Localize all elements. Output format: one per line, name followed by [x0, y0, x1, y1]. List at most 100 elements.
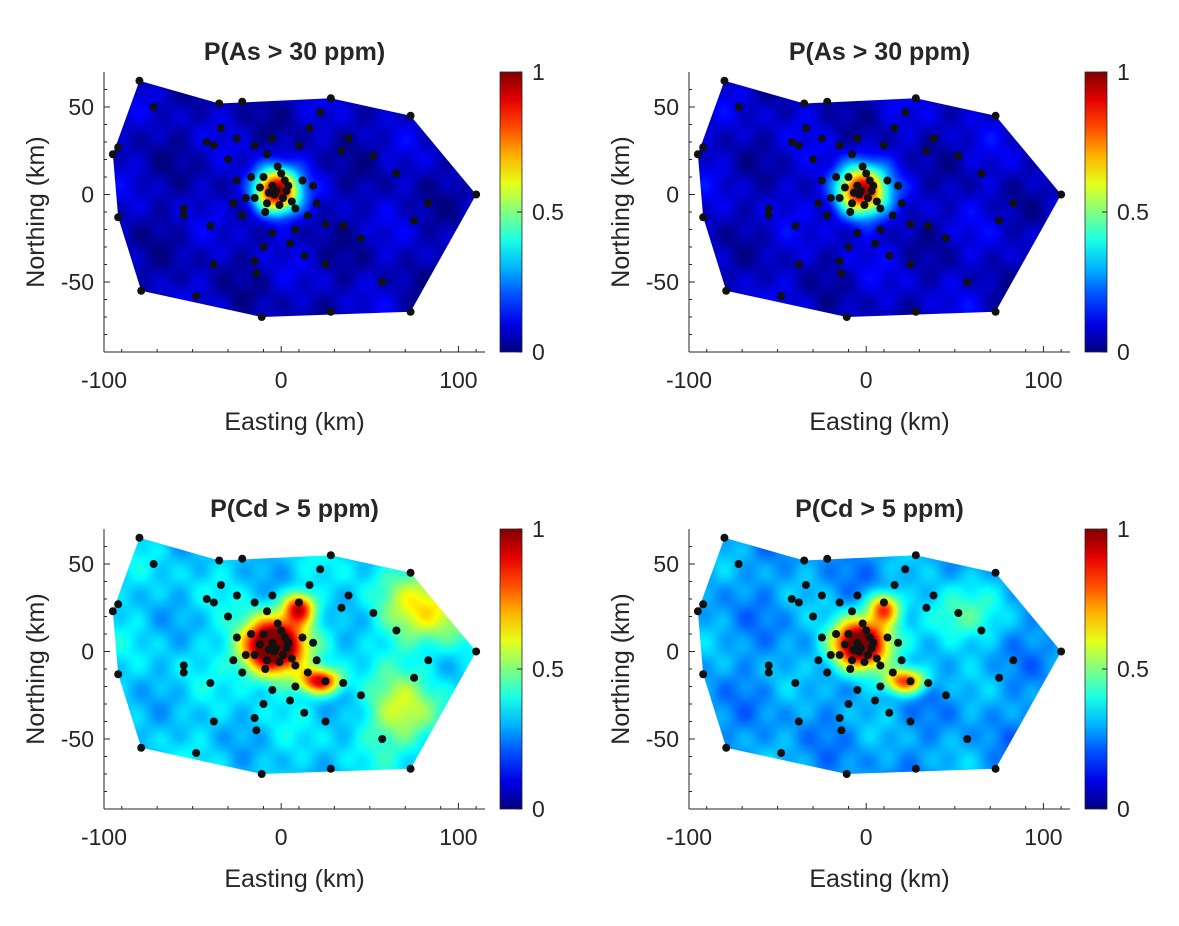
- sample-point: [268, 229, 277, 237]
- x-tick-label: -100: [81, 367, 127, 393]
- sample-point: [869, 181, 878, 190]
- sample-point: [179, 668, 188, 677]
- y-tick-label: 50: [653, 94, 679, 120]
- sample-point: [179, 211, 188, 220]
- sample-point: [856, 644, 865, 652]
- sample-point: [995, 673, 1004, 682]
- sample-point: [722, 286, 731, 295]
- sample-point: [764, 204, 773, 213]
- sample-point: [860, 658, 869, 666]
- colorbar-tick-label: 0: [532, 339, 545, 365]
- x-axis-label: Easting (km): [809, 865, 949, 893]
- chart-title: P(Cd > 5 ppm): [795, 495, 964, 523]
- sample-point: [929, 134, 938, 143]
- sample-point: [823, 554, 832, 563]
- sample-point: [273, 162, 282, 171]
- sample-point: [215, 99, 224, 108]
- sample-point: [963, 278, 972, 286]
- x-tick-label: 0: [860, 367, 873, 393]
- x-tick-label: 100: [1024, 367, 1062, 393]
- sample-point: [720, 76, 729, 85]
- sample-point: [114, 143, 123, 152]
- sample-point: [872, 197, 881, 206]
- sample-point: [294, 598, 303, 607]
- x-tick-label: -100: [666, 367, 712, 393]
- sample-point: [863, 651, 872, 659]
- sample-point: [298, 176, 307, 185]
- sample-point: [876, 682, 885, 691]
- sample-point: [995, 216, 1004, 225]
- sample-point: [300, 708, 309, 717]
- sample-point: [250, 598, 259, 607]
- sample-point: [840, 640, 849, 649]
- sample-point: [791, 222, 800, 230]
- sample-point: [179, 204, 188, 213]
- sample-point: [922, 146, 931, 155]
- sample-point: [897, 199, 906, 208]
- sample-point: [114, 213, 123, 222]
- sample-point: [846, 665, 855, 673]
- sample-point: [929, 591, 938, 600]
- sample-point: [849, 645, 858, 654]
- sample-point: [801, 124, 810, 132]
- sample-point: [326, 764, 335, 773]
- sample-point: [890, 581, 899, 589]
- sample-point: [787, 138, 796, 146]
- sample-point: [356, 691, 365, 700]
- sample-point: [137, 286, 146, 295]
- sample-point: [268, 134, 277, 143]
- chart-title: P(As > 30 ppm): [789, 38, 970, 66]
- sample-point: [991, 307, 1000, 316]
- sample-point: [849, 188, 858, 197]
- sample-point: [722, 743, 731, 752]
- sample-point: [876, 661, 885, 670]
- colorbar-tick-label: 1: [1117, 516, 1130, 542]
- sample-point: [885, 251, 894, 260]
- sample-point: [241, 194, 250, 202]
- sample-point: [800, 99, 809, 108]
- sample-point: [835, 141, 844, 150]
- sample-point: [192, 749, 201, 757]
- sample-point: [991, 568, 1000, 577]
- sample-point: [1009, 199, 1018, 208]
- sample-point: [149, 560, 158, 568]
- sample-point: [823, 211, 832, 220]
- sample-point: [794, 260, 803, 269]
- sample-point: [844, 630, 853, 638]
- y-tick-label: -50: [61, 269, 94, 295]
- sample-point: [1057, 190, 1066, 199]
- sample-point: [991, 111, 1000, 120]
- sample-point: [734, 103, 743, 111]
- sample-point: [264, 188, 273, 197]
- sample-point: [848, 199, 857, 208]
- sample-point: [369, 152, 378, 160]
- sample-point: [291, 682, 300, 691]
- sample-point: [720, 533, 729, 542]
- sample-point: [312, 199, 321, 208]
- sample-point: [209, 598, 218, 607]
- sample-point: [114, 670, 123, 679]
- sample-point: [693, 150, 702, 159]
- sample-point: [261, 665, 270, 673]
- sample-point: [247, 630, 256, 638]
- sample-point: [890, 124, 899, 132]
- sample-point: [275, 201, 284, 209]
- sample-point: [911, 307, 920, 316]
- sample-point: [326, 307, 335, 316]
- sample-point: [846, 208, 855, 216]
- sample-point: [764, 661, 773, 670]
- sample-point: [879, 598, 888, 607]
- sample-point: [321, 260, 330, 269]
- sample-point: [241, 651, 250, 659]
- y-tick-label: -50: [646, 269, 679, 295]
- y-axis-label: Northing (km): [22, 136, 50, 287]
- sample-point: [305, 124, 314, 132]
- sample-point: [291, 204, 300, 213]
- sample-point: [809, 612, 818, 621]
- sample-point: [286, 239, 295, 248]
- sample-point: [294, 141, 303, 150]
- sample-point: [410, 216, 419, 225]
- sample-point: [844, 700, 853, 708]
- sample-point: [853, 686, 862, 694]
- y-axis-label: Northing (km): [607, 593, 635, 744]
